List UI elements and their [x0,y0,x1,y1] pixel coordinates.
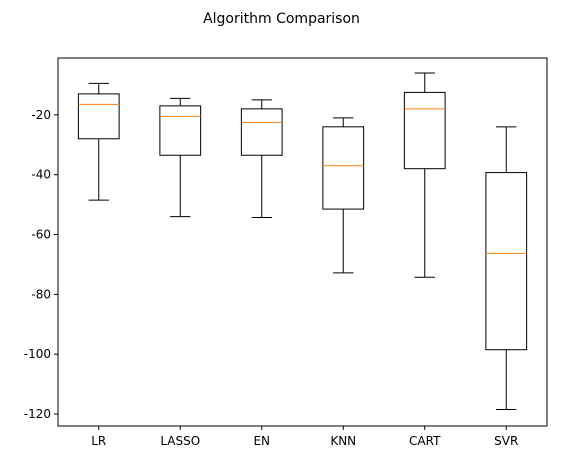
box-en [240,108,283,156]
box-svr [485,172,528,351]
chart-title: Algorithm Comparison [203,11,360,27]
box-lr [77,93,120,140]
x-tick-label: KNN [330,434,356,448]
x-tick-label: EN [253,434,270,448]
y-tick-label: -20 [31,108,51,122]
box-cart [403,91,446,170]
x-tick-label: SVR [494,434,518,448]
x-tick-label: LR [91,434,106,448]
plot-area: -120 -100 -80 -60 -40 -20 LR LASSO EN KNN CART SVR [24,72,528,448]
y-tick-label: -120 [24,407,51,421]
y-tick-label: -80 [31,287,51,301]
y-tick-label: -100 [24,347,51,361]
y-tick-label: -40 [31,168,51,182]
box-knn [322,126,365,210]
x-tick-label: CART [409,434,441,448]
x-tick-label: LASSO [160,434,200,448]
box-lasso [159,105,202,156]
y-tick-label: -60 [31,228,51,242]
plot-frame [57,57,548,427]
